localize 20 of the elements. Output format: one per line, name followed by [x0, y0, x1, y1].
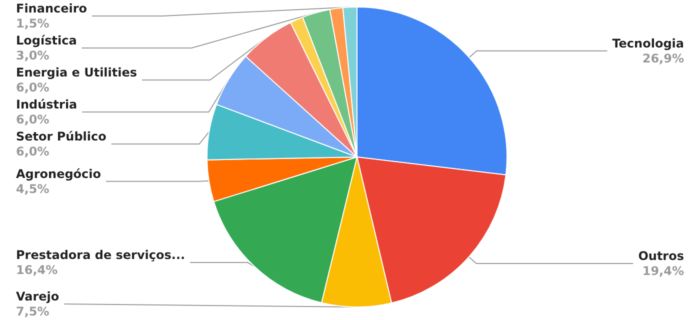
slice-label: Energia e Utilities — [16, 66, 138, 80]
slice-label: Prestadora de serviços... — [16, 248, 186, 262]
data-label: 4,5% — [16, 182, 50, 196]
slice-label: Varejo — [16, 290, 60, 304]
slice-label: Outros — [638, 249, 684, 264]
data-label: 16,4% — [16, 263, 58, 278]
data-label: 26,9% — [642, 51, 684, 66]
data-label: 6,0% — [16, 144, 50, 158]
slice-label: Tecnologia — [612, 36, 684, 50]
slice-label: Logística — [16, 34, 77, 48]
slice-label: Setor Público — [16, 130, 106, 144]
data-label: 19,4% — [642, 264, 684, 278]
slice-label: Indústria — [16, 98, 78, 112]
slice-label: Agronegócio — [16, 166, 102, 181]
data-label: 6,0% — [16, 112, 50, 126]
data-label: 1,5% — [16, 16, 50, 30]
data-label: 3,0% — [16, 48, 50, 62]
data-label: 6,0% — [16, 80, 50, 94]
slice-label: Financeiro — [16, 2, 88, 16]
data-label: 7,5% — [16, 304, 50, 318]
